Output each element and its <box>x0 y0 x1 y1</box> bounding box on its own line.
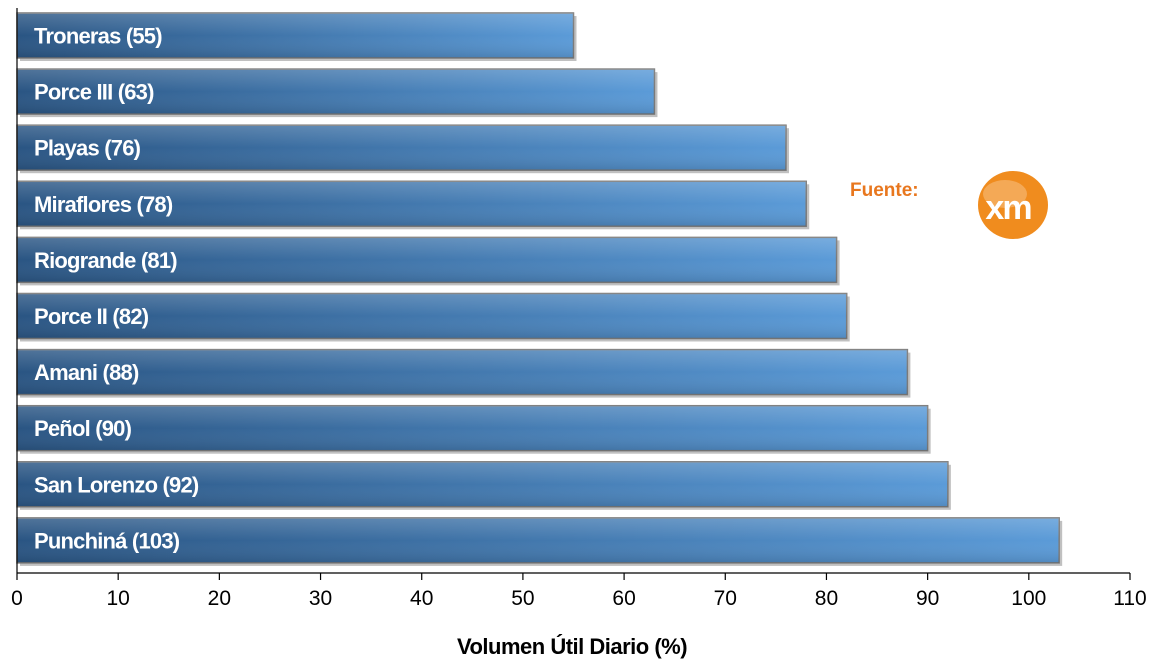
bar-0: Troneras (55) <box>16 12 577 61</box>
bar-label: Punchiná (103) <box>34 528 180 553</box>
bar-highlight <box>17 293 847 339</box>
bar-label: Porce II (82) <box>34 304 149 329</box>
xm-logo-text: xm <box>985 189 1031 227</box>
bar-highlight <box>17 461 948 507</box>
bar-highlight <box>17 13 574 58</box>
bar-highlight <box>17 349 908 395</box>
bar-label: San Lorenzo (92) <box>34 472 199 497</box>
bar-highlight <box>17 69 655 115</box>
x-tick-label: 20 <box>208 587 231 610</box>
bar-label: Riogrande (81) <box>34 248 177 273</box>
bar-label: Playas (76) <box>34 136 141 161</box>
source-note: Fuente: xm <box>850 171 1048 239</box>
bar-6: Amani (88) <box>16 348 911 398</box>
bar-label: Peñol (90) <box>34 416 132 441</box>
bar-highlight <box>17 125 786 171</box>
x-tick-label: 10 <box>107 587 130 610</box>
bar-label: Porce III (63) <box>34 80 154 105</box>
x-tick-label: 40 <box>410 587 433 610</box>
bars-group: Troneras (55) Porce III (63) Playas (76) Mi… <box>16 12 1063 566</box>
x-tick-label: 0 <box>11 587 23 610</box>
x-tick-label: 50 <box>511 587 534 610</box>
bar-1: Porce III (63) <box>16 68 658 118</box>
bar-highlight <box>17 181 807 227</box>
x-axis-title: Volumen Útil Diario (%) <box>457 634 687 659</box>
bar-3: Miraflores (78) <box>16 180 810 230</box>
bar-2: Playas (76) <box>16 124 789 174</box>
bar-9: Punchiná (103) <box>16 517 1063 566</box>
x-tick-label: 30 <box>309 587 332 610</box>
bar-label: Troneras (55) <box>34 24 162 49</box>
bar-8: San Lorenzo (92) <box>16 461 951 510</box>
bar-label: Miraflores (78) <box>34 192 173 217</box>
source-label: Fuente: <box>850 180 919 201</box>
x-tick-label: 100 <box>1011 587 1046 610</box>
xm-logo: xm <box>978 171 1048 239</box>
bar-5: Porce II (82) <box>16 292 850 342</box>
x-tick-label: 70 <box>714 587 737 610</box>
bar-4: Riogrande (81) <box>16 236 840 286</box>
x-tick-label: 60 <box>612 587 635 610</box>
x-tick-label: 90 <box>916 587 939 610</box>
bar-highlight <box>17 237 837 283</box>
bar-highlight <box>17 517 1060 563</box>
x-axis: 0 10 20 30 40 50 60 70 80 90 100 110 <box>11 8 1147 610</box>
bar-label: Amani (88) <box>34 360 139 385</box>
x-tick-label: 80 <box>815 587 838 610</box>
bar-7: Peñol (90) <box>16 404 931 454</box>
x-tick-label: 110 <box>1113 587 1146 610</box>
bar-highlight <box>17 405 928 451</box>
